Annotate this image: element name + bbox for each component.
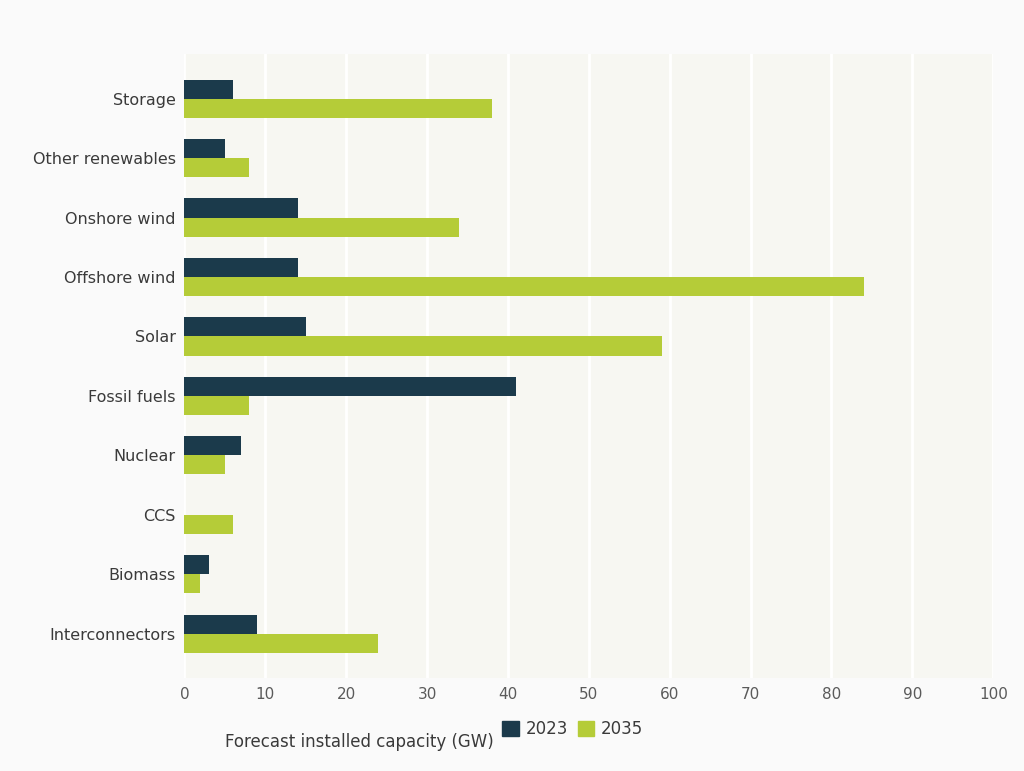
Bar xyxy=(184,574,201,594)
Bar xyxy=(184,396,249,415)
Bar xyxy=(184,456,225,474)
Bar xyxy=(184,377,516,396)
Bar xyxy=(184,258,298,277)
Bar xyxy=(184,634,379,653)
Bar xyxy=(184,336,662,355)
Bar xyxy=(184,555,209,574)
Bar xyxy=(184,198,298,217)
Text: Forecast installed capacity (GW): Forecast installed capacity (GW) xyxy=(225,732,494,751)
Bar xyxy=(184,436,241,456)
Bar xyxy=(184,158,249,177)
Bar xyxy=(184,99,492,118)
Bar xyxy=(184,79,232,99)
Bar xyxy=(184,139,225,158)
Bar xyxy=(184,277,864,296)
Bar xyxy=(184,515,232,534)
Bar xyxy=(184,614,257,634)
Bar xyxy=(184,318,305,336)
Legend: 2023, 2035: 2023, 2035 xyxy=(496,714,650,745)
Bar xyxy=(184,217,460,237)
